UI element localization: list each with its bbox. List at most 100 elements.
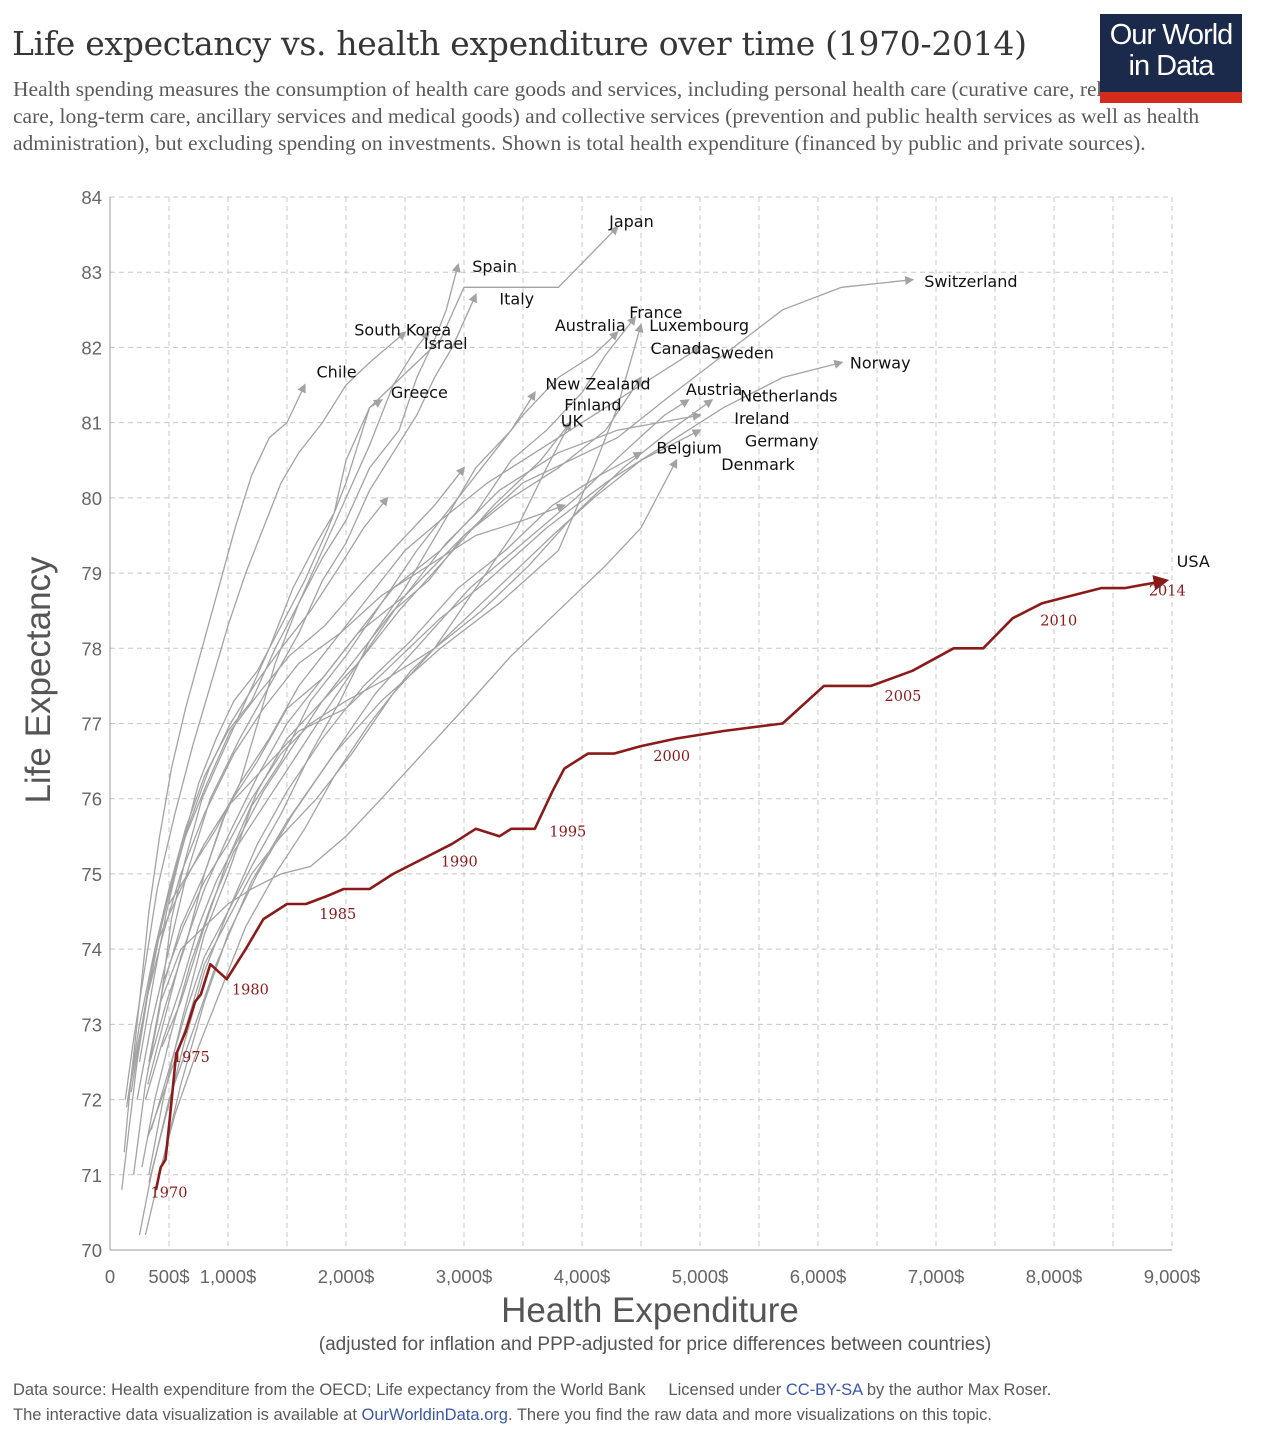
y-tick-label: 74 xyxy=(81,939,102,960)
series-line-unlabeled xyxy=(130,466,466,1093)
series-line-finland xyxy=(147,420,572,1138)
series-label-spain: Spain xyxy=(472,257,517,276)
series-line-uk xyxy=(144,421,572,1100)
series-label-austria: Austria xyxy=(686,380,743,399)
series-label-south-korea: South Korea xyxy=(354,320,451,339)
chart-title: Life expectancy vs. health expenditure o… xyxy=(12,24,1027,63)
series-line-unlabeled xyxy=(121,496,389,1190)
series-label-belgium: Belgium xyxy=(656,438,722,457)
series-label-france: France xyxy=(629,303,682,322)
series-line-netherlands xyxy=(163,399,714,980)
y-tick-label: 84 xyxy=(81,187,102,208)
x-tick-label: 4,000$ xyxy=(554,1266,611,1287)
series-line-chile xyxy=(123,383,306,1153)
y-tick-label: 83 xyxy=(81,262,102,283)
usa-series: 1970 1975 1980 1985 1990 1995 2000 2005 2010 2014 xyxy=(151,575,1186,1201)
x-axis-note: (adjusted for inflation and PPP-adjusted… xyxy=(319,1334,991,1355)
series-line-austria xyxy=(144,399,690,1236)
grid-lines xyxy=(110,196,1173,1251)
usa-year-label: 1985 xyxy=(319,907,356,923)
series-label-netherlands: Netherlands xyxy=(740,387,838,406)
x-axis-label: Health Expenditure xyxy=(501,1291,799,1330)
series-line-south-korea xyxy=(124,331,407,1100)
series-label-denmark: Denmark xyxy=(721,455,795,474)
y-tick-label: 77 xyxy=(81,714,102,735)
usa-year-label: 2005 xyxy=(885,689,922,705)
series-line-ireland xyxy=(141,411,702,1168)
y-tick-label: 71 xyxy=(81,1165,102,1186)
chart-subtitle: Health spending measures the consumption… xyxy=(13,77,1200,155)
series-line-greece xyxy=(138,399,383,1063)
series-label-germany: Germany xyxy=(745,432,819,451)
x-tick-label: 3,000$ xyxy=(436,1266,493,1287)
series-label-luxembourg: Luxembourg xyxy=(649,316,749,335)
x-tick-label: 0 xyxy=(105,1266,115,1287)
y-tick-label: 70 xyxy=(81,1240,102,1261)
usa-year-label: 2014 xyxy=(1149,584,1186,600)
series-line-france xyxy=(147,315,637,1085)
series-line-sweden xyxy=(168,346,702,905)
series-line-canada xyxy=(161,375,643,1048)
series-label-australia: Australia xyxy=(555,316,626,335)
y-tick-label: 75 xyxy=(81,864,102,885)
y-tick-label: 82 xyxy=(81,337,102,358)
usa-year-label: 1990 xyxy=(441,854,478,870)
series-line-spain xyxy=(127,262,461,1100)
series-label-ireland: Ireland xyxy=(734,409,789,428)
logo-line-1: Our World xyxy=(1109,19,1234,51)
footer-row-1: Data source: Health expenditure from the… xyxy=(13,1378,1258,1403)
axes: 70 71 72 73 74 75 76 77 78 79 80 81 82 83 84 0 500$ 1,000… xyxy=(81,187,1200,1287)
x-tick-label: 8,000$ xyxy=(1026,1266,1083,1287)
y-tick-label: 73 xyxy=(81,1014,102,1035)
series-line-new-zealand xyxy=(150,391,536,1130)
x-tick-label: 500$ xyxy=(148,1266,189,1287)
series-line-australia xyxy=(148,331,619,1175)
chart-plot: 70 71 72 73 74 75 76 77 78 79 80 81 82 83 84 0 500$ 1,000… xyxy=(19,187,1210,1355)
x-tick-label: 9,000$ xyxy=(1144,1266,1201,1287)
series-label-italy: Italy xyxy=(499,290,534,309)
series-label-norway: Norway xyxy=(850,353,911,372)
series-label-finland: Finland xyxy=(564,396,621,415)
x-tick-label: 5,000$ xyxy=(672,1266,729,1287)
series-label-uk: UK xyxy=(561,411,584,430)
series-label-japan: Japan xyxy=(608,212,654,231)
y-tick-label: 79 xyxy=(81,563,102,584)
interactive-suffix: . There you find the raw data and more v… xyxy=(507,1406,992,1424)
y-axis-label: Life Expectancy xyxy=(19,556,58,804)
y-tick-label: 72 xyxy=(81,1090,102,1111)
license-suffix: by the author Max Roser. xyxy=(866,1381,1052,1399)
usa-year-label: 2000 xyxy=(653,749,690,765)
series-line-denmark xyxy=(160,458,678,1003)
series-label-israel: Israel xyxy=(424,334,468,353)
series-line-belgium xyxy=(148,451,643,1183)
x-tick-label: 1,000$ xyxy=(200,1266,257,1287)
y-tick-label: 76 xyxy=(81,789,102,810)
series-label-new-zealand: New Zealand xyxy=(545,375,650,394)
usa-year-label: 1970 xyxy=(151,1185,188,1201)
owid-link[interactable]: OurWorldinData.org xyxy=(361,1406,508,1424)
series-line-norway xyxy=(156,359,844,942)
series-line-italy xyxy=(136,293,477,1100)
series-label-sweden: Sweden xyxy=(711,344,774,363)
footer-row-2: The interactive data visualization is av… xyxy=(13,1403,1258,1428)
series-label-canada: Canada xyxy=(650,339,711,358)
usa-year-label: 1980 xyxy=(232,982,269,998)
series-label-chile: Chile xyxy=(317,362,357,381)
owid-logo[interactable]: Our World in Data xyxy=(1100,14,1242,103)
country-series xyxy=(121,225,915,1236)
x-tick-label: 2,000$ xyxy=(318,1266,375,1287)
y-tick-label: 81 xyxy=(81,413,102,434)
series-label-switzerland: Switzerland xyxy=(924,272,1017,291)
x-tick-label: 6,000$ xyxy=(790,1266,847,1287)
license-prefix: Licensed under xyxy=(668,1381,782,1399)
y-tick-label: 80 xyxy=(81,488,102,509)
y-tick-label: 78 xyxy=(81,638,102,659)
x-tick-label: 7,000$ xyxy=(908,1266,965,1287)
license-link[interactable]: CC-BY-SA xyxy=(785,1381,863,1399)
logo-line-2: in Data xyxy=(1128,50,1215,82)
series-labels: Japan Spain Switzerland Italy FranceAustrali… xyxy=(317,212,1210,571)
usa-year-label: 1995 xyxy=(549,824,586,840)
usa-year-label: 2010 xyxy=(1040,614,1077,630)
series-line-germany xyxy=(156,429,702,1183)
series-line-unlabeled xyxy=(125,503,567,1108)
